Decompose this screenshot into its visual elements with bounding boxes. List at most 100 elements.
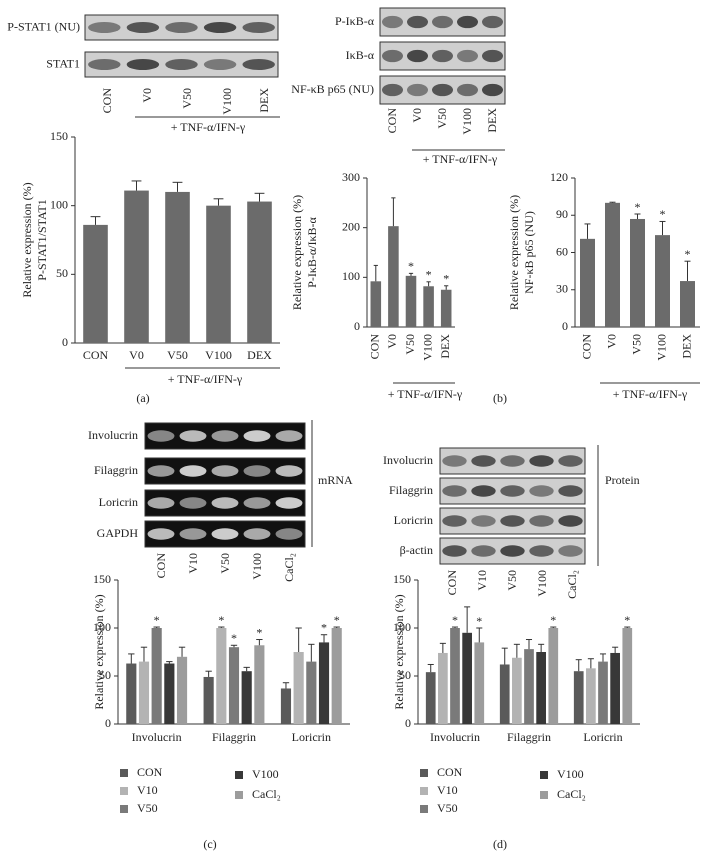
- x-tick-label: V50: [403, 334, 417, 355]
- blot-band: [179, 497, 207, 509]
- bar: [548, 628, 559, 724]
- y-tick-label: 200: [342, 219, 360, 233]
- bar: [228, 647, 240, 724]
- legend-label: V50: [437, 801, 458, 815]
- y-tick-label: 100: [93, 620, 111, 634]
- blot-band: [243, 465, 271, 477]
- y-tick-label: 50: [399, 668, 411, 682]
- y-tick-label: 100: [342, 269, 360, 283]
- y-tick-label: 50: [99, 668, 111, 682]
- blot-band: [211, 465, 239, 477]
- x-tick-label: DEX: [247, 348, 272, 362]
- blot-band: [126, 22, 160, 33]
- blot-band: [500, 545, 525, 557]
- bar: [438, 652, 448, 724]
- bar: [440, 289, 452, 327]
- y-axis-label: NF-κB p65 (NU): [522, 211, 536, 294]
- y-tick-label: 0: [62, 335, 68, 349]
- legend-label: V100: [252, 767, 279, 781]
- blot-row-label: Involucrin: [383, 453, 433, 467]
- lane-label: V0: [410, 108, 424, 123]
- significance-label: *: [218, 613, 224, 627]
- blot-band: [558, 515, 583, 527]
- bar: [206, 205, 231, 343]
- x-tick-label: Loricrin: [292, 730, 331, 744]
- blot-band: [382, 83, 403, 97]
- x-tick-label: V100: [654, 334, 668, 361]
- lane-label: CON: [385, 108, 399, 134]
- legend-label: CON: [137, 765, 163, 779]
- blot-band: [147, 465, 175, 477]
- significance-label: *: [476, 614, 482, 628]
- bar: [203, 676, 214, 724]
- bar: [370, 281, 382, 327]
- bar: [83, 224, 108, 343]
- legend-label: V10: [137, 783, 158, 797]
- blot-row-label: β-actin: [400, 543, 433, 557]
- bar: [126, 663, 137, 724]
- y-axis-label: Relative expression (%): [20, 182, 34, 297]
- lane-label: V100: [220, 88, 234, 115]
- blot-band: [165, 22, 198, 33]
- y-axis-label: Relative expression (%): [507, 195, 521, 310]
- blot-band: [203, 59, 237, 70]
- blot-band: [243, 528, 271, 540]
- significance-label: *: [443, 272, 449, 286]
- blot-band: [88, 59, 121, 70]
- blot-band: [407, 15, 428, 29]
- blot-band: [407, 83, 428, 97]
- y-tick-label: 50: [56, 266, 68, 280]
- bar: [499, 664, 510, 724]
- blot-band: [482, 83, 503, 97]
- blot-band: [442, 485, 467, 497]
- significance-label: *: [452, 613, 458, 627]
- bar: [241, 671, 252, 724]
- lane-label: CON: [154, 553, 168, 579]
- blot-row-label: Loricrin: [394, 513, 433, 527]
- legend-swatch: [540, 771, 548, 779]
- legend-swatch: [235, 791, 243, 799]
- x-tick-label: V100: [420, 334, 434, 361]
- significance-label: *: [231, 631, 237, 645]
- panel-label: (b): [493, 391, 507, 405]
- blot-band: [275, 497, 303, 509]
- x-tick-label: CON: [368, 334, 382, 360]
- x-tick-label: CON: [579, 334, 593, 360]
- lane-label: V10: [475, 570, 489, 591]
- y-axis-label: P-STAT1/STAT1: [35, 199, 49, 280]
- significance-label: *: [321, 620, 327, 634]
- bar: [524, 649, 534, 724]
- bar: [462, 632, 472, 724]
- bar: [318, 642, 330, 724]
- lane-label: CON: [100, 88, 114, 114]
- bar: [247, 201, 272, 343]
- bar: [165, 191, 190, 343]
- blot-band: [500, 455, 525, 467]
- blot-band: [482, 49, 503, 63]
- y-tick-label: 300: [342, 170, 360, 184]
- y-tick-label: 120: [550, 170, 568, 184]
- blot-band: [165, 59, 198, 70]
- x-tick-label: V50: [629, 334, 643, 355]
- significance-label: *: [685, 247, 691, 261]
- blot-band: [457, 49, 478, 63]
- blot-band: [558, 545, 583, 557]
- blot-row-label: Involucrin: [88, 428, 138, 442]
- y-axis-label: P-IκB-α/IκB-α: [305, 216, 319, 287]
- blot-band: [529, 455, 554, 467]
- y-tick-label: 150: [93, 572, 111, 586]
- significance-label: *: [426, 268, 432, 282]
- blot-tag: mRNA: [318, 473, 353, 487]
- blot-band: [275, 465, 303, 477]
- panel-label: (d): [493, 837, 507, 851]
- lane-label: V50: [505, 570, 519, 591]
- blot-band: [382, 49, 403, 63]
- bar: [622, 628, 633, 724]
- bar: [512, 657, 522, 724]
- blot-row-label: P-STAT1 (NU): [7, 19, 80, 33]
- x-tick-label: V50: [167, 348, 188, 362]
- y-tick-label: 100: [393, 620, 411, 634]
- y-axis-label: Relative expression (%): [392, 594, 406, 709]
- bar: [423, 286, 434, 327]
- y-tick-label: 0: [562, 319, 568, 333]
